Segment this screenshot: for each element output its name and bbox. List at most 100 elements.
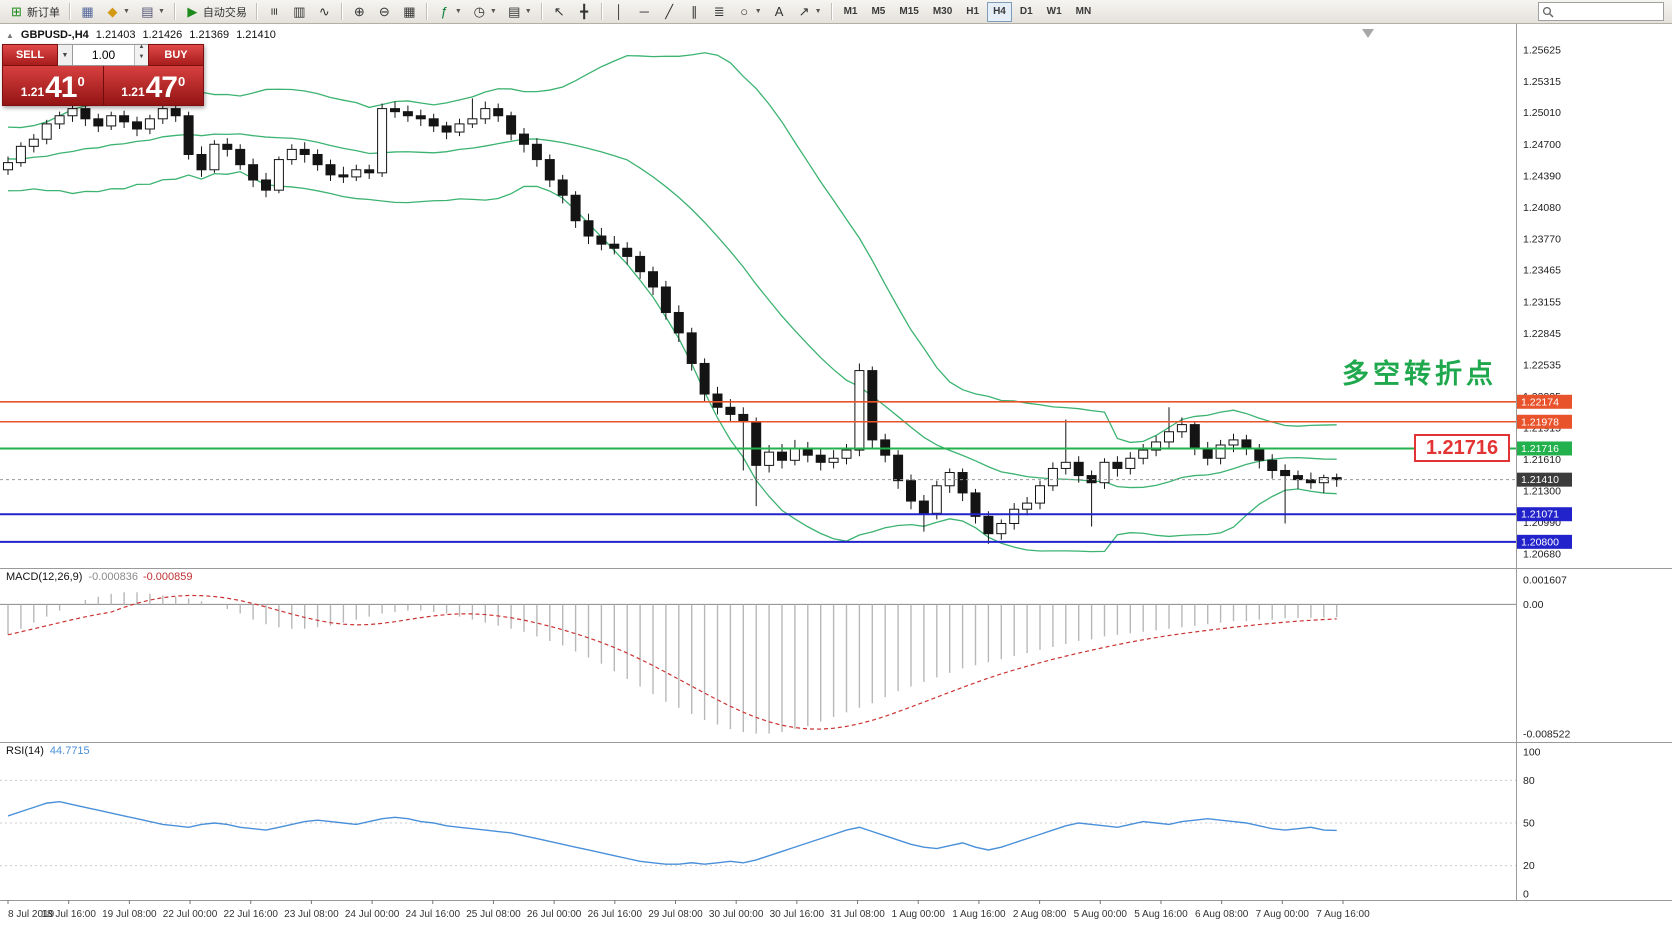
time-axis-label: 1 Aug 16:00 (952, 909, 1006, 920)
macd-histogram (7, 592, 1338, 734)
shapes-icon: ○ (740, 4, 749, 19)
candlestick-button[interactable]: ▥ (288, 2, 311, 22)
tile-windows-button[interactable]: ▦ (398, 2, 421, 22)
templates-button[interactable]: ▤ ▼ (503, 2, 536, 22)
shapes-button[interactable]: ○ ▼ (733, 2, 766, 22)
profiles-button[interactable]: ▤ ▼ (136, 2, 169, 22)
rsi-label: RSI(14) 44.7715 (6, 745, 90, 757)
sell-button[interactable]: SELL (2, 44, 58, 66)
timeframe-m1[interactable]: M1 (838, 2, 864, 22)
volume-spinner[interactable]: ▲ ▼ (134, 44, 148, 65)
chart-shift-marker[interactable] (1362, 29, 1374, 38)
price-axis-tick: 1.25625 (1523, 45, 1561, 57)
volume-dropdown[interactable]: ▼ (58, 44, 73, 66)
indicators-button[interactable]: ƒ ▼ (433, 2, 466, 22)
timeframe-d1[interactable]: D1 (1014, 2, 1039, 22)
zoom-out-button[interactable]: ⊖ (373, 2, 396, 22)
bollinger-middle-line (7, 133, 1337, 489)
price-axis-tick: 1.21300 (1523, 485, 1561, 497)
timeframe-mn[interactable]: MN (1070, 2, 1098, 22)
vertical-line-icon: │ (615, 4, 624, 19)
macd-pane (0, 592, 1516, 734)
macd-axis-tick: -0.008522 (1523, 729, 1570, 741)
buy-button[interactable]: BUY (148, 44, 204, 66)
timeframe-m30[interactable]: M30 (927, 2, 958, 22)
timeframe-w1-label: W1 (1046, 6, 1062, 17)
tile-windows-icon: ▦ (403, 4, 416, 19)
templates-icon: ▤ (508, 4, 521, 19)
collapse-trade-panel-icon[interactable]: ▲ (6, 30, 14, 40)
fibonacci-button[interactable]: ≣ (708, 2, 731, 22)
macd-signal-line (7, 594, 1337, 730)
time-axis-label: 24 Jul 00:00 (345, 909, 400, 920)
timeframe-h1[interactable]: H1 (960, 2, 985, 22)
time-axis-label: 30 Jul 00:00 (709, 909, 764, 920)
new-order-button[interactable]: ⊞ 新订单 (5, 2, 64, 22)
rsi-axis-tick: 80 (1523, 775, 1535, 787)
trendline-icon: ╱ (665, 4, 674, 19)
rsi-axis-tick: 50 (1523, 818, 1535, 830)
search-input[interactable] (1557, 4, 1660, 19)
crosshair-button[interactable]: ╋ (573, 2, 596, 22)
svg-text:1.21410: 1.21410 (1521, 474, 1559, 486)
time-axis-label: 6 Aug 08:00 (1195, 909, 1249, 920)
bar-chart-button[interactable]: ≡ (263, 2, 286, 22)
price-axis-tick: 1.25010 (1523, 107, 1561, 119)
macd-label: MACD(12,26,9) -0.000836 -0.000859 (6, 571, 193, 583)
cursor-button[interactable]: ↖ (548, 2, 571, 22)
new-order-icon: ⊞ (11, 4, 22, 19)
timeframe-w1[interactable]: W1 (1041, 2, 1068, 22)
price-level-badge: 1.21071 (1517, 507, 1572, 522)
text-button[interactable]: A (768, 2, 791, 22)
line-chart-button[interactable]: ∿ (313, 2, 336, 22)
volume-up-icon[interactable]: ▲ (135, 44, 148, 55)
charts-button[interactable]: ▦ (76, 2, 99, 22)
time-axis-label: 30 Jul 16:00 (770, 909, 825, 920)
turning-point-annotation[interactable]: 多空转折点 (1342, 359, 1497, 389)
candles-layer (3, 98, 1342, 544)
macd-value-signal: -0.000859 (142, 571, 193, 583)
volume-down-icon[interactable]: ▼ (135, 54, 148, 65)
search-box[interactable] (1538, 2, 1664, 21)
chart-canvas[interactable]: 1.25625 1.25315 1.25010 1.24700 1.24390 1.240… (0, 24, 1672, 946)
rsi-name: RSI(14) (6, 745, 44, 757)
price-level-badge: 1.22174 (1517, 394, 1572, 409)
bollinger-upper-line (7, 52, 1337, 444)
time-axis-label: 7 Aug 00:00 (1256, 909, 1310, 920)
horizontal-line-button[interactable]: ─ (633, 2, 656, 22)
vertical-line-button[interactable]: │ (608, 2, 631, 22)
price-callout-box[interactable]: 1.21716 (1414, 434, 1510, 462)
channel-button[interactable]: ∥ (683, 2, 706, 22)
toolbar-separator (540, 3, 543, 20)
autotrading-button-label: 自动交易 (202, 6, 247, 19)
price-axis-tick: 1.24700 (1523, 139, 1561, 151)
sell-price-button[interactable]: 1.21 41 0 (3, 66, 104, 105)
buy-price-button[interactable]: 1.21 47 0 (104, 66, 204, 105)
trendline-button[interactable]: ╱ (658, 2, 681, 22)
autotrading-button[interactable]: ▶ 自动交易 (181, 2, 251, 22)
candlestick-icon: ▥ (293, 4, 306, 19)
bollinger-lower-line (7, 170, 1337, 553)
symbol-ohlc-row: ▲ GBPUSD-,H4 1.21403 1.21426 1.21369 1.2… (6, 29, 276, 41)
price-axis-tick: 1.24390 (1523, 170, 1561, 182)
volume-input[interactable] (73, 45, 134, 65)
periods-button[interactable]: ◷ ▼ (468, 2, 501, 22)
templates-button-dropdown-icon: ▼ (524, 8, 532, 15)
search-icon (1542, 6, 1554, 18)
timeframe-h4[interactable]: H4 (987, 1, 1012, 22)
shapes-button-dropdown-icon: ▼ (754, 8, 762, 15)
new-chart-button[interactable]: ◆ ▼ (101, 2, 134, 22)
time-axis-label: 1 Aug 00:00 (892, 909, 946, 920)
rsi-axis: 100 80 50 20 0 (1523, 747, 1541, 901)
toolbar-separator (69, 3, 71, 20)
timeframe-m5[interactable]: M5 (865, 2, 891, 22)
zoom-in-button[interactable]: ⊕ (348, 2, 371, 22)
timeframe-m15[interactable]: M15 (893, 2, 924, 22)
time-axis-label: 26 Jul 16:00 (588, 909, 643, 920)
symbol-label: GBPUSD-,H4 (20, 29, 89, 41)
price-axis-tick: 1.22845 (1523, 328, 1561, 340)
arrows-button[interactable]: ↗ ▼ (793, 2, 826, 22)
timeframe-m1-label: M1 (843, 6, 858, 17)
sell-price-small: 1.21 (20, 85, 45, 99)
